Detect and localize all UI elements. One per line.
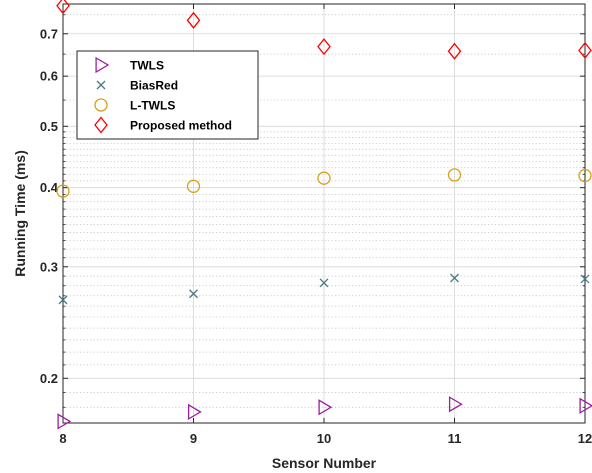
data-point — [187, 403, 202, 421]
data-marks — [56, 0, 592, 430]
axes: 0.2 0.3 0.4 0.5 0.6 0.7 8 9 10 11 12 — [40, 3, 592, 446]
series-l-twls — [56, 168, 592, 198]
series-twls — [57, 396, 592, 430]
data-point — [186, 179, 201, 193]
data-point — [317, 38, 331, 56]
data-point — [448, 396, 463, 413]
x-tick-label: 12 — [578, 431, 592, 446]
data-point — [319, 278, 329, 288]
y-tick-label: 0.7 — [40, 26, 58, 41]
data-point — [56, 0, 70, 15]
legend-item: Proposed method — [94, 116, 232, 134]
data-point — [579, 397, 592, 414]
data-point — [447, 168, 462, 182]
x-tick-label: 9 — [190, 431, 197, 446]
x-tick-label: 11 — [448, 431, 462, 446]
y-tick-label: 0.6 — [40, 69, 58, 84]
y-tick-label: 0.4 — [40, 180, 59, 195]
legend-item: L-TWLS — [94, 98, 175, 113]
series-proposed-method — [56, 0, 592, 60]
legend-marker — [94, 98, 108, 112]
legend-label: BiasRed — [130, 79, 178, 93]
data-point — [56, 184, 70, 198]
data-point — [317, 171, 331, 185]
data-point — [447, 42, 462, 60]
data-point — [186, 11, 201, 29]
legend: TWLS BiasRed L-TWLS Proposed method — [76, 50, 259, 140]
series-biasred — [58, 273, 590, 305]
legend-marker — [96, 80, 106, 90]
y-tick-label: 0.2 — [40, 371, 58, 386]
legend-label: TWLS — [130, 59, 164, 73]
y-axis-title: Running Time (ms) — [12, 150, 28, 277]
legend-marker — [94, 116, 108, 134]
data-point — [578, 168, 592, 183]
data-point — [189, 289, 198, 299]
legend-label: L-TWLS — [130, 99, 175, 113]
data-point — [57, 413, 72, 430]
x-tick-label: 10 — [317, 431, 331, 446]
data-point — [318, 399, 333, 416]
y-tick-label: 0.5 — [40, 119, 58, 134]
y-tick-label: 0.3 — [40, 259, 58, 274]
legend-item: TWLS — [95, 56, 164, 74]
legend-marker — [95, 56, 110, 74]
data-point — [580, 274, 590, 284]
x-tick-label: 8 — [59, 431, 66, 446]
legend-label: Proposed method — [130, 119, 232, 133]
data-point — [58, 295, 68, 305]
x-axis-title: Sensor Number — [272, 455, 377, 471]
data-point — [578, 41, 592, 59]
data-point — [450, 273, 459, 283]
legend-item: BiasRed — [96, 79, 178, 93]
